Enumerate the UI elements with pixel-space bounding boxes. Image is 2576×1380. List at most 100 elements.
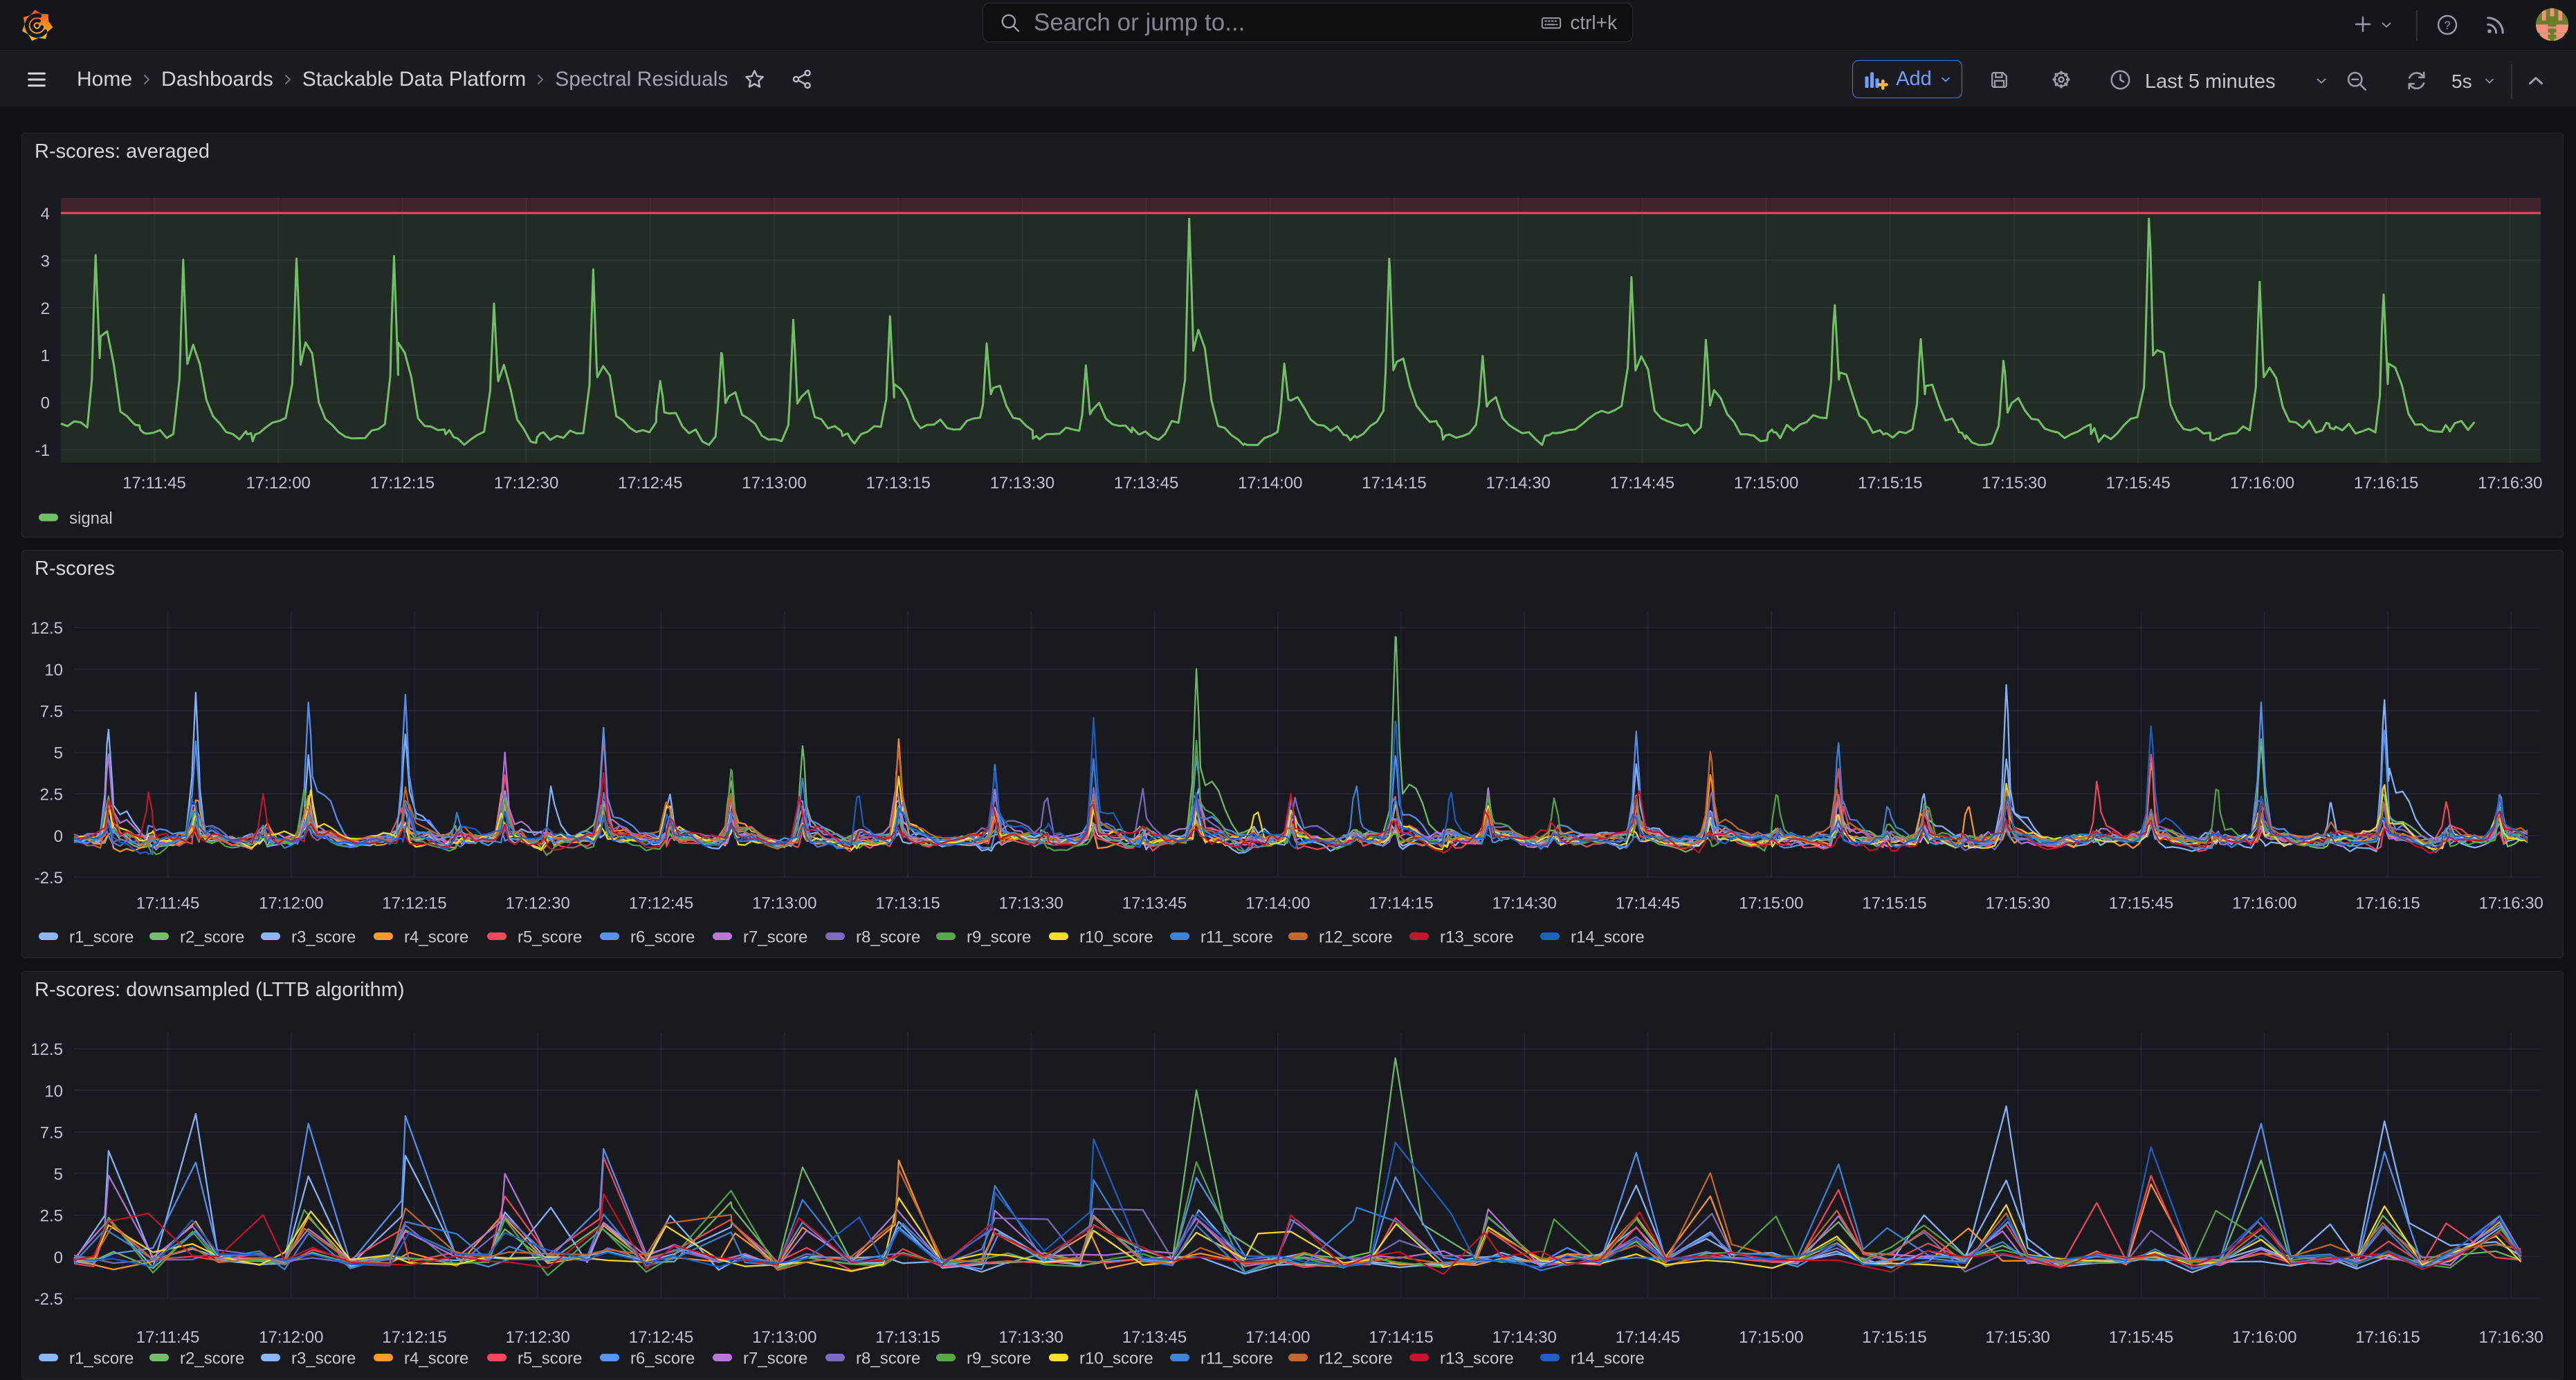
svg-text:7.5: 7.5 bbox=[40, 1123, 63, 1142]
svg-text:17:12:00: 17:12:00 bbox=[259, 894, 323, 913]
svg-text:2.5: 2.5 bbox=[40, 1207, 63, 1226]
svg-text:17:13:00: 17:13:00 bbox=[742, 474, 806, 493]
svg-text:17:12:15: 17:12:15 bbox=[370, 474, 435, 493]
svg-text:r2_score: r2_score bbox=[180, 928, 244, 947]
svg-text:12.5: 12.5 bbox=[30, 619, 63, 638]
svg-text:12.5: 12.5 bbox=[30, 1040, 63, 1059]
svg-text:17:12:30: 17:12:30 bbox=[505, 1328, 569, 1347]
svg-text:r8_score: r8_score bbox=[856, 928, 920, 947]
svg-text:r10_score: r10_score bbox=[1079, 1350, 1153, 1368]
svg-text:17:14:30: 17:14:30 bbox=[1492, 1328, 1556, 1347]
svg-text:-1: -1 bbox=[35, 441, 50, 460]
svg-text:r1_score: r1_score bbox=[69, 1350, 134, 1368]
svg-text:5: 5 bbox=[54, 744, 63, 763]
svg-text:17:15:15: 17:15:15 bbox=[1862, 1328, 1926, 1347]
svg-text:17:15:30: 17:15:30 bbox=[1985, 1328, 2049, 1347]
svg-text:17:12:45: 17:12:45 bbox=[618, 474, 682, 493]
svg-text:0: 0 bbox=[41, 394, 50, 413]
svg-text:17:16:30: 17:16:30 bbox=[2478, 894, 2543, 913]
svg-text:17:12:00: 17:12:00 bbox=[246, 474, 310, 493]
svg-text:0: 0 bbox=[54, 1249, 63, 1267]
svg-text:17:15:15: 17:15:15 bbox=[1862, 894, 1926, 913]
svg-text:10: 10 bbox=[44, 661, 63, 679]
svg-text:17:13:45: 17:13:45 bbox=[1122, 1328, 1187, 1347]
svg-text:17:11:45: 17:11:45 bbox=[136, 894, 200, 913]
svg-text:7.5: 7.5 bbox=[40, 702, 63, 721]
svg-text:r4_score: r4_score bbox=[404, 928, 468, 947]
svg-text:17:16:15: 17:16:15 bbox=[2355, 894, 2420, 913]
svg-text:17:14:30: 17:14:30 bbox=[1486, 474, 1550, 493]
svg-text:r12_score: r12_score bbox=[1319, 928, 1393, 947]
svg-text:r13_score: r13_score bbox=[1440, 1350, 1514, 1368]
svg-text:17:15:45: 17:15:45 bbox=[2109, 1328, 2173, 1347]
svg-text:signal: signal bbox=[69, 509, 113, 528]
svg-text:17:12:45: 17:12:45 bbox=[629, 1328, 693, 1347]
svg-text:4: 4 bbox=[41, 205, 50, 223]
svg-text:17:16:00: 17:16:00 bbox=[2230, 474, 2294, 493]
svg-text:r3_score: r3_score bbox=[291, 1350, 356, 1368]
svg-text:-2.5: -2.5 bbox=[35, 869, 63, 887]
svg-text:17:12:00: 17:12:00 bbox=[259, 1328, 323, 1347]
svg-text:r9_score: r9_score bbox=[967, 1350, 1031, 1368]
svg-text:17:13:30: 17:13:30 bbox=[990, 474, 1054, 493]
svg-text:17:15:45: 17:15:45 bbox=[2109, 894, 2173, 913]
svg-text:17:12:15: 17:12:15 bbox=[382, 894, 446, 913]
svg-text:1: 1 bbox=[41, 347, 50, 365]
svg-text:17:12:45: 17:12:45 bbox=[629, 894, 693, 913]
svg-text:17:15:00: 17:15:00 bbox=[1734, 474, 1798, 493]
svg-text:17:15:15: 17:15:15 bbox=[1858, 474, 1922, 493]
svg-text:10: 10 bbox=[44, 1082, 63, 1101]
svg-text:17:14:00: 17:14:00 bbox=[1245, 1328, 1310, 1347]
svg-text:17:15:00: 17:15:00 bbox=[1739, 1328, 1803, 1347]
svg-text:r14_score: r14_score bbox=[1571, 928, 1645, 947]
svg-text:17:11:45: 17:11:45 bbox=[122, 474, 186, 493]
svg-text:17:14:45: 17:14:45 bbox=[1616, 1328, 1680, 1347]
svg-text:17:15:30: 17:15:30 bbox=[1985, 894, 2049, 913]
svg-text:17:16:15: 17:16:15 bbox=[2355, 1328, 2420, 1347]
svg-text:17:15:00: 17:15:00 bbox=[1739, 894, 1803, 913]
svg-text:2: 2 bbox=[41, 300, 50, 318]
svg-text:r8_score: r8_score bbox=[856, 1350, 920, 1368]
svg-text:r10_score: r10_score bbox=[1079, 928, 1153, 947]
svg-text:r5_score: r5_score bbox=[518, 1350, 582, 1368]
svg-text:r12_score: r12_score bbox=[1319, 1350, 1393, 1368]
svg-text:r4_score: r4_score bbox=[404, 1350, 468, 1368]
svg-text:17:14:00: 17:14:00 bbox=[1238, 474, 1302, 493]
svg-text:r6_score: r6_score bbox=[630, 928, 695, 947]
svg-text:17:13:45: 17:13:45 bbox=[1114, 474, 1178, 493]
svg-text:r1_score: r1_score bbox=[69, 928, 134, 947]
svg-text:17:12:30: 17:12:30 bbox=[505, 894, 569, 913]
svg-text:17:13:00: 17:13:00 bbox=[752, 894, 816, 913]
svg-text:17:14:30: 17:14:30 bbox=[1492, 894, 1556, 913]
svg-text:r13_score: r13_score bbox=[1440, 928, 1514, 947]
svg-text:5: 5 bbox=[54, 1166, 63, 1184]
svg-text:17:14:45: 17:14:45 bbox=[1610, 474, 1674, 493]
svg-text:0: 0 bbox=[54, 827, 63, 846]
svg-text:r6_score: r6_score bbox=[630, 1350, 695, 1368]
svg-text:17:16:15: 17:16:15 bbox=[2354, 474, 2418, 493]
svg-text:2.5: 2.5 bbox=[40, 786, 63, 804]
svg-text:17:12:30: 17:12:30 bbox=[494, 474, 558, 493]
svg-text:17:14:15: 17:14:15 bbox=[1362, 474, 1426, 493]
svg-text:?: ? bbox=[2444, 19, 2450, 32]
svg-text:17:15:45: 17:15:45 bbox=[2105, 474, 2170, 493]
svg-text:17:15:30: 17:15:30 bbox=[1982, 474, 2046, 493]
svg-text:r11_score: r11_score bbox=[1200, 928, 1273, 947]
svg-text:17:13:15: 17:13:15 bbox=[875, 1328, 940, 1347]
svg-text:r7_score: r7_score bbox=[743, 1350, 807, 1368]
svg-text:3: 3 bbox=[41, 252, 50, 270]
svg-text:17:14:45: 17:14:45 bbox=[1616, 894, 1680, 913]
svg-text:17:14:15: 17:14:15 bbox=[1369, 894, 1433, 913]
svg-text:17:13:15: 17:13:15 bbox=[875, 894, 940, 913]
svg-text:17:11:45: 17:11:45 bbox=[136, 1328, 200, 1347]
svg-text:17:13:30: 17:13:30 bbox=[998, 894, 1063, 913]
svg-text:17:14:00: 17:14:00 bbox=[1245, 894, 1310, 913]
svg-text:17:12:15: 17:12:15 bbox=[382, 1328, 446, 1347]
svg-text:-2.5: -2.5 bbox=[35, 1290, 63, 1309]
svg-text:17:16:00: 17:16:00 bbox=[2232, 1328, 2296, 1347]
svg-text:r9_score: r9_score bbox=[967, 928, 1031, 947]
svg-text:17:13:15: 17:13:15 bbox=[866, 474, 930, 493]
svg-text:r7_score: r7_score bbox=[743, 928, 807, 947]
svg-text:17:16:30: 17:16:30 bbox=[2478, 474, 2542, 493]
svg-text:r11_score: r11_score bbox=[1200, 1350, 1273, 1368]
